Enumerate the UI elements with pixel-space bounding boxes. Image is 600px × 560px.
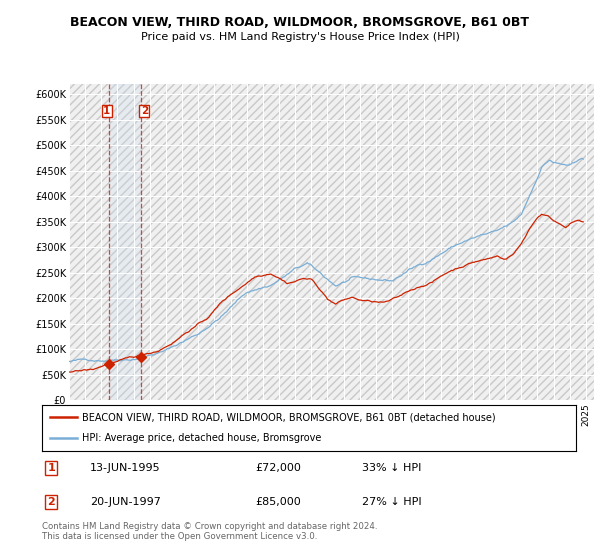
Text: £72,000: £72,000: [256, 463, 301, 473]
Text: 1: 1: [103, 106, 110, 116]
Text: 1: 1: [47, 463, 55, 473]
Text: BEACON VIEW, THIRD ROAD, WILDMOOR, BROMSGROVE, B61 0BT: BEACON VIEW, THIRD ROAD, WILDMOOR, BROMS…: [71, 16, 530, 29]
Text: £85,000: £85,000: [256, 497, 301, 507]
Text: 2: 2: [47, 497, 55, 507]
Text: 13-JUN-1995: 13-JUN-1995: [90, 463, 161, 473]
Bar: [109, 84, 141, 400]
Text: 27% ↓ HPI: 27% ↓ HPI: [362, 497, 422, 507]
Text: Contains HM Land Registry data © Crown copyright and database right 2024.
This d: Contains HM Land Registry data © Crown c…: [42, 522, 377, 542]
Text: HPI: Average price, detached house, Bromsgrove: HPI: Average price, detached house, Brom…: [82, 433, 322, 444]
Text: Price paid vs. HM Land Registry's House Price Index (HPI): Price paid vs. HM Land Registry's House …: [140, 32, 460, 43]
Text: BEACON VIEW, THIRD ROAD, WILDMOOR, BROMSGROVE, B61 0BT (detached house): BEACON VIEW, THIRD ROAD, WILDMOOR, BROMS…: [82, 412, 496, 422]
Text: 20-JUN-1997: 20-JUN-1997: [90, 497, 161, 507]
Text: 2: 2: [140, 106, 148, 116]
Text: 33% ↓ HPI: 33% ↓ HPI: [362, 463, 422, 473]
